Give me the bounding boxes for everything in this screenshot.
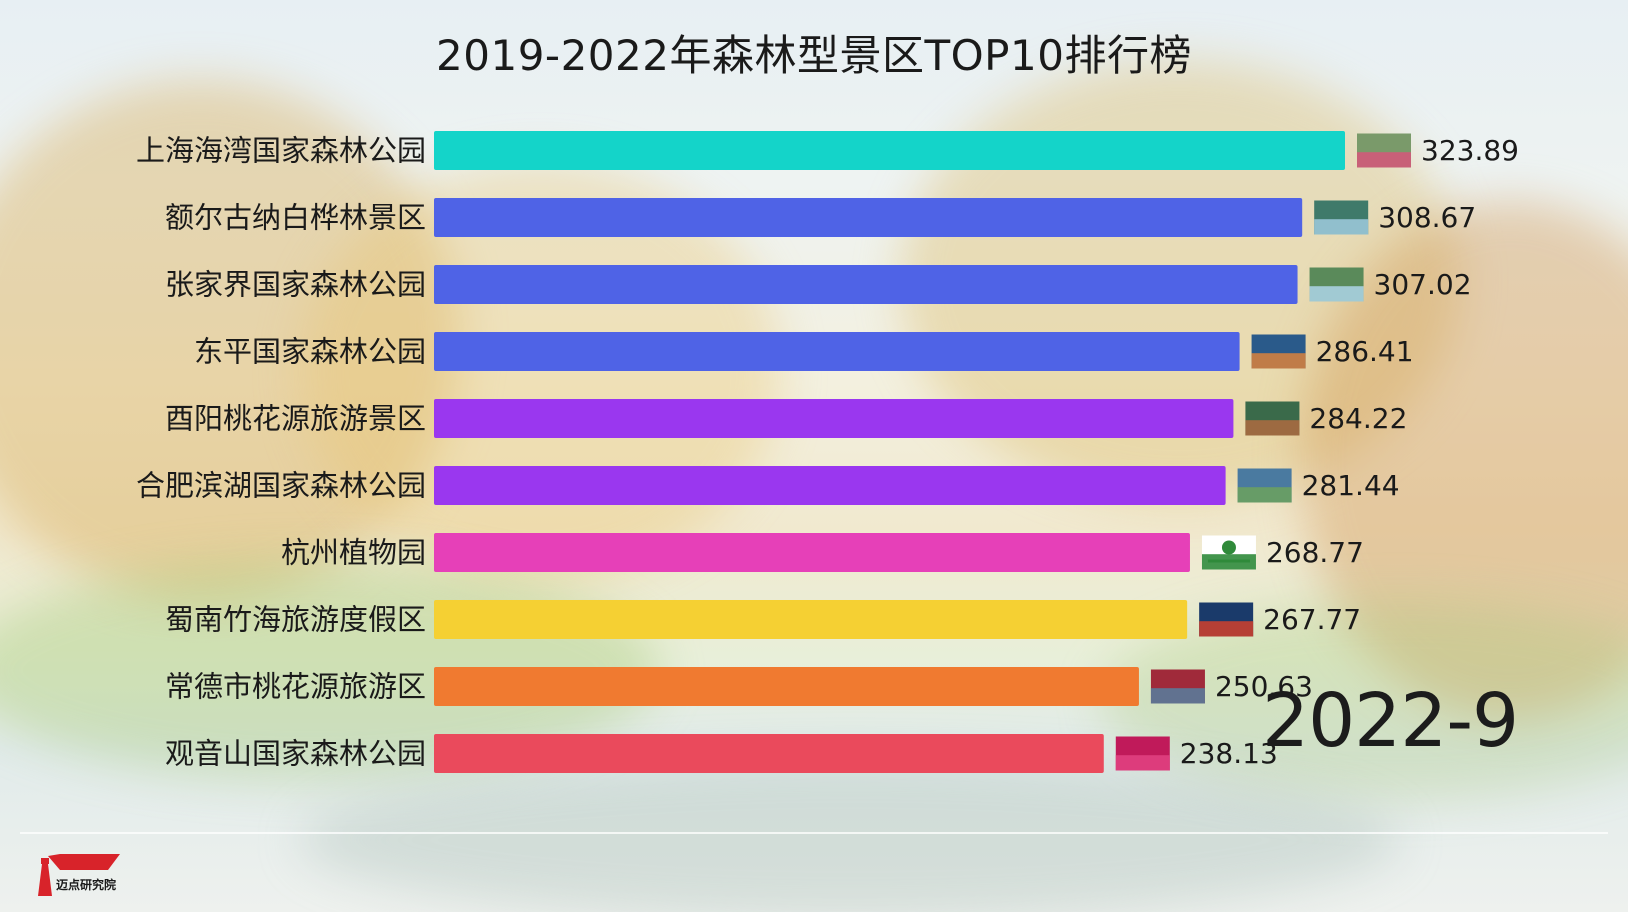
bar: [434, 265, 1298, 304]
scenic-photo-icon: [1199, 602, 1254, 637]
value-label: 323.89: [1421, 134, 1519, 167]
value-label: 281.44: [1302, 469, 1400, 502]
bar-row: 上海海湾国家森林公园 323.89: [136, 131, 1519, 170]
value-label: 267.77: [1263, 603, 1361, 636]
bar-row: 杭州植物园 268.77: [281, 533, 1364, 572]
bar-row: 额尔古纳白桦林景区 308.67: [165, 198, 1476, 237]
scenic-photo-icon: [1251, 334, 1306, 369]
scenic-photo-icon: [1314, 200, 1369, 235]
value-label: 238.13: [1180, 737, 1278, 770]
bar-row: 酉阳桃花源旅游景区 284.22: [165, 399, 1407, 438]
category-label: 杭州植物园: [281, 536, 426, 570]
scenic-photo-icon: [1237, 468, 1292, 503]
category-label: 常德市桃花源旅游区: [165, 670, 426, 704]
bar: [434, 399, 1234, 438]
bar: [434, 332, 1240, 371]
bar: [434, 533, 1190, 572]
bar-row: 蜀南竹海旅游度假区 267.77: [165, 600, 1361, 639]
category-label: 酉阳桃花源旅游景区: [165, 402, 426, 436]
brand-logo: 迈点研究院: [30, 852, 160, 900]
category-label: 张家界国家森林公园: [165, 268, 426, 302]
category-label: 东平国家森林公园: [194, 335, 426, 369]
category-label: 合肥滨湖国家森林公园: [136, 469, 426, 503]
bg-foliage: [0, 80, 460, 600]
scenic-photo-icon: [1309, 267, 1364, 302]
bg-water: [300, 760, 1400, 912]
value-label: 284.22: [1309, 402, 1407, 435]
category-label: 蜀南竹海旅游度假区: [165, 603, 426, 637]
garden-logo-icon: [1201, 535, 1256, 570]
period-label: 2022-9: [1262, 678, 1519, 764]
bar: [434, 600, 1188, 639]
bar: [434, 466, 1226, 505]
value-label: 308.67: [1378, 201, 1476, 234]
scenic-photo-icon: [1150, 669, 1205, 704]
bar-row: 东平国家森林公园 286.41: [194, 332, 1414, 371]
bar-row: 合肥滨湖国家森林公园 281.44: [136, 466, 1400, 505]
bar-row: 张家界国家森林公园 307.02: [165, 265, 1472, 304]
value-label: 286.41: [1316, 335, 1414, 368]
bar: [434, 198, 1303, 237]
bar: [434, 734, 1104, 773]
category-label: 上海海湾国家森林公园: [136, 134, 426, 168]
chart-title: 2019-2022年森林型景区TOP10排行榜: [436, 31, 1192, 80]
scenic-photo-icon: [1115, 736, 1170, 771]
scenic-photo-icon: [1357, 133, 1411, 168]
footer-divider: [20, 832, 1608, 834]
bar: [434, 667, 1139, 706]
lighthouse-logo-icon: [38, 854, 120, 896]
value-label: 250.63: [1215, 670, 1313, 703]
category-label: 观音山国家森林公园: [165, 737, 426, 771]
scenic-photo-icon: [1245, 401, 1300, 436]
bar: [434, 131, 1345, 170]
bar-row: 常德市桃花源旅游区 250.63: [165, 667, 1313, 706]
category-label: 额尔古纳白桦林景区: [165, 201, 426, 235]
brand-name: 迈点研究院: [56, 878, 117, 892]
value-label: 307.02: [1374, 268, 1472, 301]
bar-row: 观音山国家森林公园 238.13: [165, 734, 1278, 773]
value-label: 268.77: [1266, 536, 1364, 569]
